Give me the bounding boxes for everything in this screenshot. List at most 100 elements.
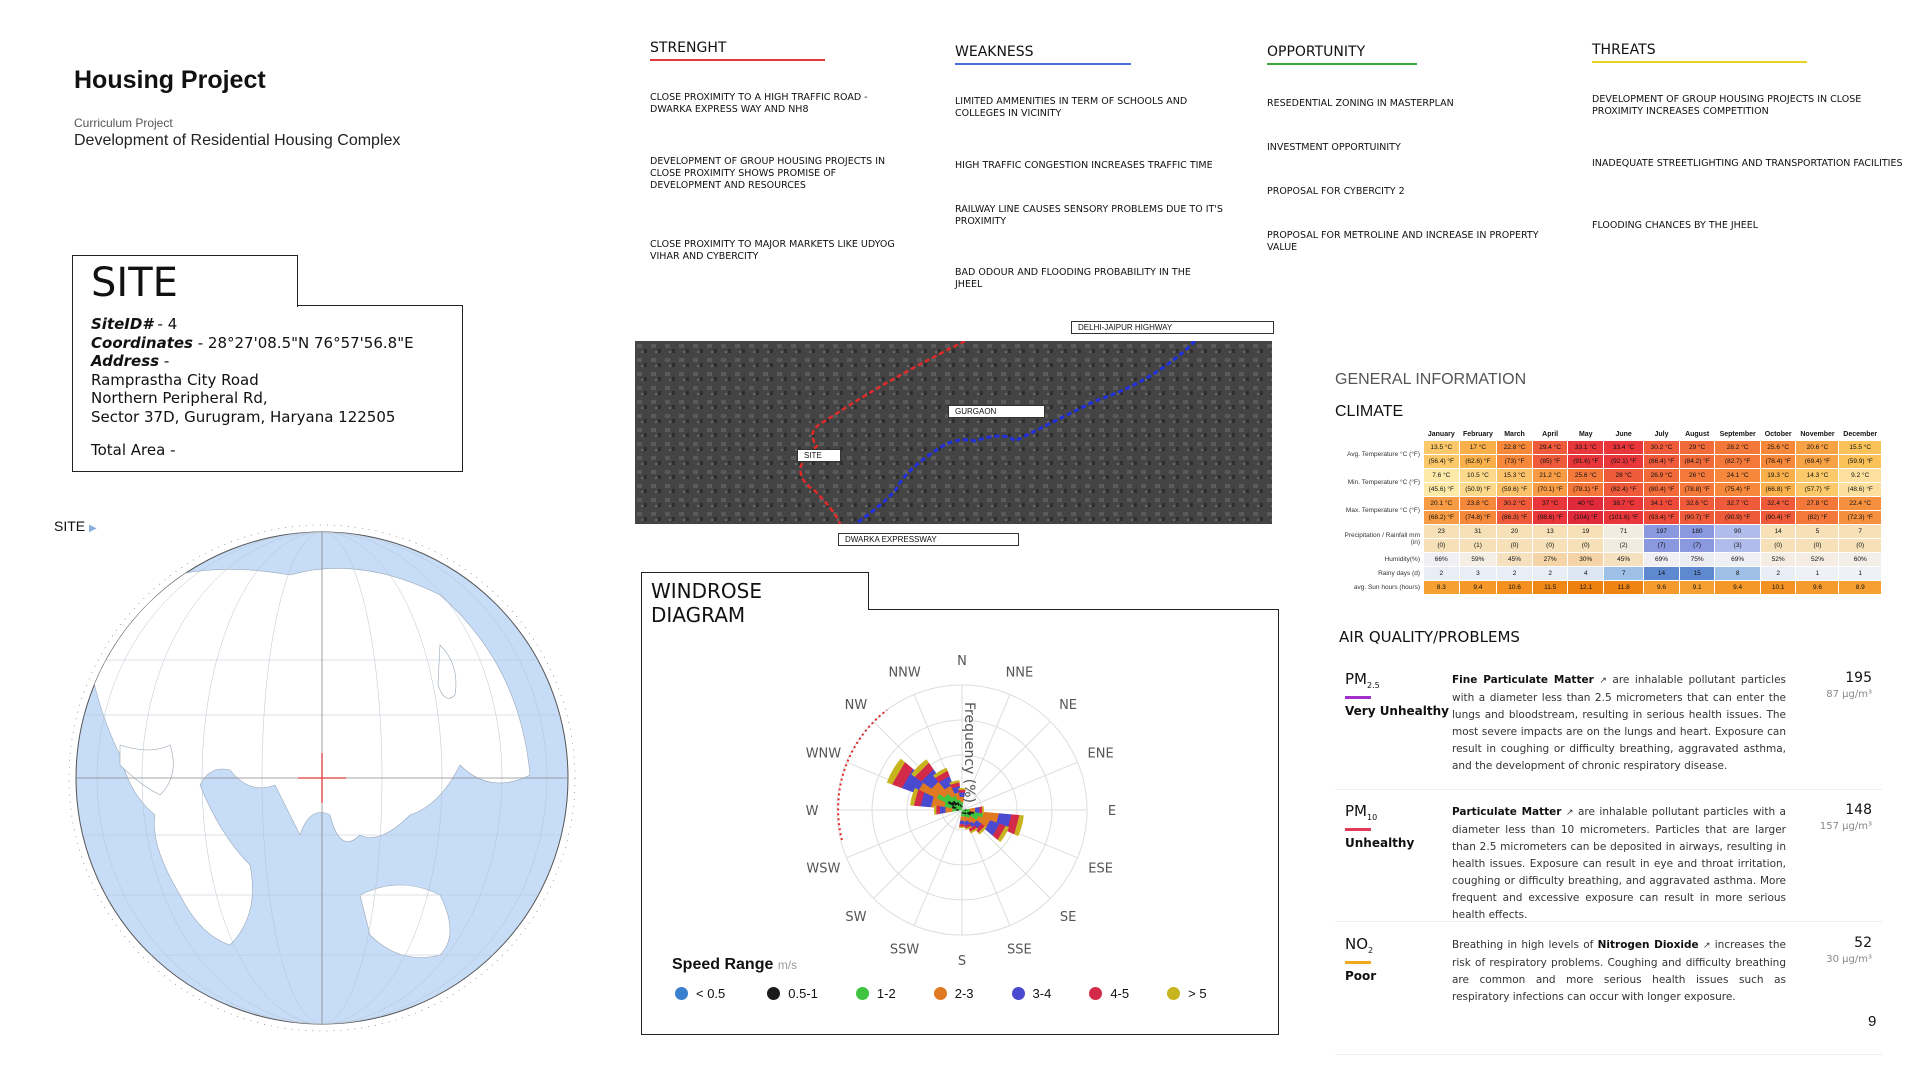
climate-cell: 52% [1759,552,1797,567]
climate-cell: (80.4) °F [1643,482,1680,497]
climate-cell: 22.8 °C [1496,440,1533,455]
windrose-petal-segment [962,809,965,811]
month-header: May [1578,431,1593,438]
climate-cell: (78.8) °F [1678,482,1716,497]
windrose-heading: WINDROSE DIAGRAM [641,572,869,627]
climate-cell: 52% [1795,552,1840,567]
climate-cell: (0) [1567,538,1605,553]
windrose-petal-segment [966,812,972,817]
windrose-petal-segment [958,809,962,811]
climate-cell: 14 [1643,566,1680,581]
windrose-petal-segment [935,770,950,783]
windrose-petal-segment [944,792,955,803]
climate-row: (68.2) °F (74.8) °F (86.3) °F (98.6) °F (104… [1336,510,1882,525]
swot-opportunity: OPPORTUNITY RESEDENTIAL ZONING IN MASTER… [1267,44,1557,253]
climate-cell: (69.4) °F [1795,454,1840,469]
legend-item: > 5 [1167,986,1207,1001]
swot-item: DEVELOPMENT OF GROUP HOUSING PROJECTS IN… [1592,94,1862,117]
month-header: November [1800,431,1835,438]
address-line-2: Northern Peripheral Rd, [91,389,268,407]
climate-cell: (90.4) °F [1759,510,1797,525]
climate-row-label: Humidity(%) [1335,552,1424,567]
climate-cell: (56.4) °F [1423,454,1460,469]
climate-cell: (57.7) °F [1795,482,1840,497]
external-link-icon[interactable]: ↗ [1565,808,1574,818]
climate-cell: (59.9) °F [1838,454,1882,469]
legend-title: Speed Range m/s [672,956,798,973]
climate-row-label: avg. Sun hours (hours) [1335,580,1424,595]
windrose-petal-segment [950,782,960,789]
legend-label: 1-2 [876,986,896,1001]
pollutant-name: PM2.5 [1345,670,1380,690]
map-label-expressway: DWARKA EXPRESSWAY [838,533,1019,546]
climate-row: Humidity(%) 66% 59% 45% 27% 30% 45% 69% 75% 69% 52… [1335,552,1882,567]
climate-row: Avg. Temperature °C (°F) 13.5 °C 17 °C 22.8… [1335,440,1882,469]
windrose-petal-segment [961,812,963,814]
windrose-axis-label: Frequency (%) [961,702,977,803]
climate-cell: 38.7 °C [1603,496,1645,511]
project-title: Housing Project [74,66,266,94]
direction-label-nnw: NNW [888,665,920,680]
climate-cell: (90.7) °F [1678,510,1716,525]
air-quality-heading: AIR QUALITY/PROBLEMS [1339,628,1520,646]
swot-strength: STRENGHT CLOSE PROXIMITY TO A HIGH TRAFF… [650,40,895,262]
windrose-petal-segment [960,813,964,817]
swot-item: PROPOSAL FOR CYBERCITY 2 [1267,186,1405,197]
direction-label-wnw: WNW [806,747,842,762]
month-header: March [1504,431,1525,438]
globe-map [68,524,576,1032]
windrose-petal-segment [960,816,964,821]
windrose-petal-segment [964,823,972,829]
month-header: June [1615,431,1632,438]
climate-cell: (0) [1759,538,1797,553]
windrose-petal-segment [979,806,983,814]
windrose-petal-segment [914,762,934,782]
windrose-petal-segment [920,792,934,808]
climate-row: avg. Sun hours (hours) 8.3 9.4 10.6 11.5 12.1… [1335,580,1882,595]
climate-cell: 40 °C [1567,496,1605,511]
windrose-petal-segment [965,813,971,819]
climate-cell: 59% [1458,552,1498,567]
climate-cell: 11.8 [1603,580,1645,595]
climate-cell: 2 [1531,566,1569,581]
swot-threats-title: THREATS [1592,42,1807,63]
climate-cell: (66.8) °F [1759,482,1797,497]
climate-cell: 28.2 °C [1714,440,1761,455]
climate-cell: (74.8) °F [1458,510,1498,525]
direction-label-nne: NNE [1006,665,1034,680]
swot-item: CLOSE PROXIMITY TO A HIGH TRAFFIC ROAD -… [650,92,868,115]
windrose-chart: Frequency (%) N NNE NE ENE E ESE SE SSE S SSW SW WS… [806,654,1117,969]
swot-item: BAD ODOUR AND FLOODING PROBABILITY IN TH… [955,267,1191,290]
climate-cell: (104) °F [1567,510,1605,525]
climate-cell: 25.6 °C [1567,468,1605,483]
climate-cell: 32.4 °C [1759,496,1797,511]
climate-cell: 24.1 °C [1714,468,1761,483]
climate-cell: 12.1 [1567,580,1605,595]
map-label-city: GURGAON [948,405,1045,418]
climate-cell: 30.2 °C [1496,496,1533,511]
windrose-petal-segment [951,786,961,794]
windrose-petal-segment [963,816,968,822]
climate-cell: (3) [1714,538,1761,553]
pollutant-name: NO2 [1345,935,1374,955]
climate-cell: 13.5 °C [1423,440,1460,455]
external-link-icon[interactable]: ↗ [1702,941,1711,951]
climate-cell: 34.1 °C [1643,496,1680,511]
climate-cell: (45.6) °F [1423,482,1460,497]
climate-cell: 2 [1496,566,1533,581]
windrose-petal-segment [958,789,966,793]
climate-cell: 10.1 [1759,580,1797,595]
globe-site-label: SITE ▶ [54,518,97,534]
external-link-icon[interactable]: ↗ [1599,676,1607,686]
climate-cell: 19.3 °C [1759,468,1797,483]
climate-row: (45.6) °F (50.9) °F (59.6) °F (70.1) °F (78.… [1336,482,1882,497]
air-quality-row: PM2.5 Very Unhealthy Fine Particulate Matt… [1335,660,1882,790]
windrose-petal-segment [984,820,1000,836]
windrose-petal-segment [982,806,984,814]
climate-cell: 32.6 °C [1678,496,1716,511]
climate-table: January February March April May June July Augu… [1335,429,1882,595]
windrose-petal-segment [961,807,963,810]
windrose-petal-segment [975,815,991,830]
month-header: December [1843,431,1878,438]
direction-label-ssw: SSW [890,943,920,958]
